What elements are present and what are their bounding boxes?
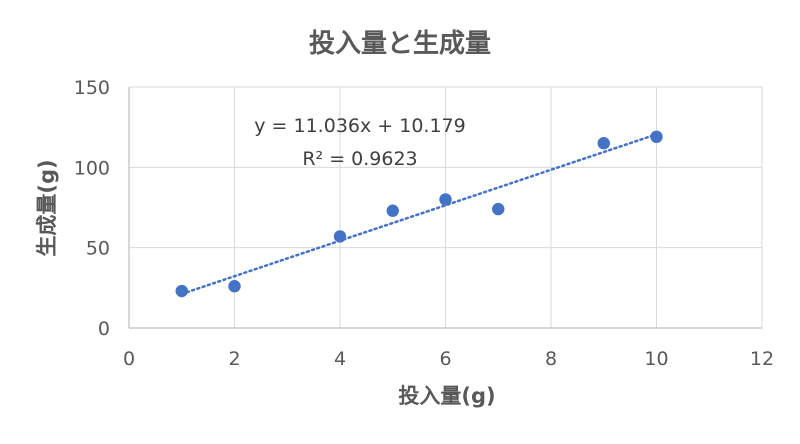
y-tick-label: 0 bbox=[98, 318, 110, 340]
data-point bbox=[597, 137, 610, 150]
tick-labels: 0 2 4 6 8 10 12 0 50 100 150 bbox=[74, 77, 774, 370]
data-point bbox=[650, 130, 663, 144]
y-tick-label: 100 bbox=[74, 157, 110, 179]
trendline bbox=[180, 133, 658, 296]
x-tick-label: 4 bbox=[334, 348, 346, 370]
trendline-r-squared: R² = 0.9623 bbox=[302, 148, 417, 170]
x-tick-label: 0 bbox=[123, 348, 135, 370]
gridlines bbox=[128, 86, 763, 329]
trendline-layer bbox=[180, 133, 658, 296]
data-points bbox=[175, 130, 663, 298]
x-axis-title: 投入量(g) bbox=[398, 384, 495, 408]
data-point bbox=[492, 202, 505, 216]
data-point bbox=[333, 230, 347, 243]
data-point bbox=[386, 204, 399, 217]
x-tick-label: 12 bbox=[750, 348, 774, 370]
trendline-equation: y = 11.036x + 10.179 bbox=[254, 115, 465, 137]
x-tick-label: 2 bbox=[228, 348, 240, 370]
y-tick-label: 150 bbox=[74, 77, 110, 99]
x-tick-label: 8 bbox=[545, 348, 557, 370]
y-axis-title: 生成量(g) bbox=[35, 159, 59, 256]
data-point bbox=[175, 284, 188, 298]
y-tick-label: 50 bbox=[86, 238, 110, 260]
x-tick-label: 10 bbox=[644, 348, 668, 370]
data-point bbox=[439, 193, 452, 206]
x-tick-label: 6 bbox=[439, 348, 451, 370]
axes bbox=[128, 87, 762, 329]
chart-title: 投入量と生成量 bbox=[309, 29, 491, 59]
data-point bbox=[228, 280, 241, 293]
